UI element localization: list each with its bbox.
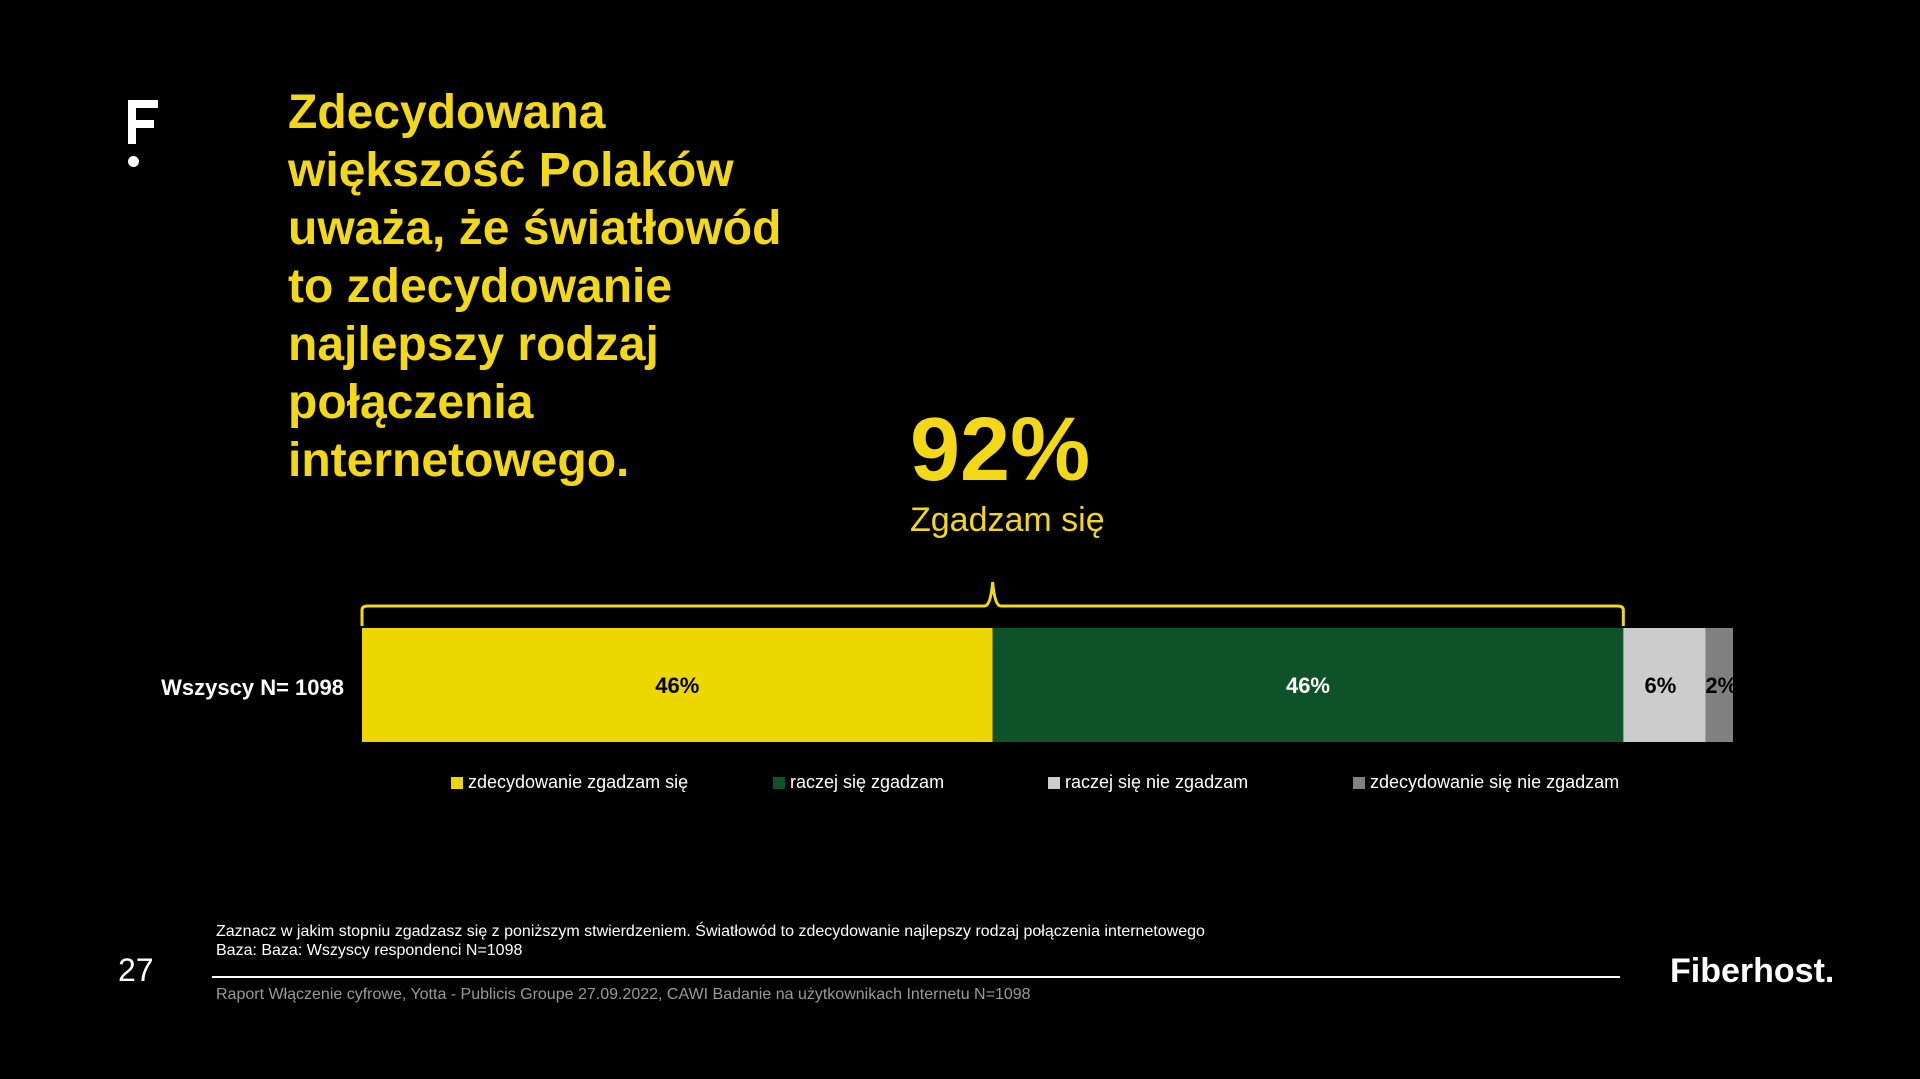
bar-segment-2 (992, 628, 1624, 742)
agree-total-label: Zgadzam się (910, 501, 1105, 539)
source-text: Raport Włączenie cyfrowe, Yotta - Public… (216, 986, 1031, 1003)
legend-label: zdecydowanie się nie zgadzam (1370, 772, 1620, 792)
footnote: Zaznacz w jakim stopniu zgadzasz się z p… (216, 922, 1205, 960)
legend-swatch (1048, 776, 1060, 789)
agree-bracket (360, 581, 1625, 626)
legend-swatch (773, 776, 785, 789)
footer-divider (212, 976, 1620, 978)
legend-swatch (1353, 776, 1365, 789)
legend-item-4: zdecydowanie się nie zgadzam (1353, 772, 1619, 793)
legend-item-2: raczej się zgadzam (773, 772, 944, 793)
bar-value-label-3: 6% (1645, 673, 1677, 698)
base-text: Baza: Baza: Wszyscy respondenci N=1098 (216, 942, 523, 959)
legend: zdecydowanie zgadzam się raczej się zgadz… (0, 772, 1920, 800)
bar-value-label-2: 46% (1286, 673, 1330, 698)
bar-segment-1 (362, 628, 993, 742)
bar-value-label-1: 46% (655, 673, 699, 698)
legend-item-3: raczej się nie zgadzam (1048, 772, 1248, 793)
bar-segment-4 (1705, 628, 1733, 742)
fiberhost-f-logo (128, 100, 170, 172)
brand-logo: Fiberhost. (1670, 952, 1835, 990)
bar-segment-3 (1623, 628, 1706, 742)
legend-swatch (451, 776, 463, 789)
row-label: Wszyscy N= 1098 (161, 675, 344, 700)
bar-value-label-4: 2% (1705, 673, 1737, 698)
legend-label: raczej się nie zgadzam (1065, 772, 1249, 792)
legend-label: raczej się zgadzam (790, 772, 945, 792)
agree-total-value: 92% (910, 400, 1091, 500)
question-text: Zaznacz w jakim stopniu zgadzasz się z p… (216, 923, 1205, 940)
legend-item-1: zdecydowanie zgadzam się (451, 772, 688, 793)
headline: Zdecydowana większość Polaków uważa, że … (288, 86, 782, 487)
page-number: 27 (118, 952, 154, 988)
legend-label: zdecydowanie zgadzam się (468, 772, 689, 792)
